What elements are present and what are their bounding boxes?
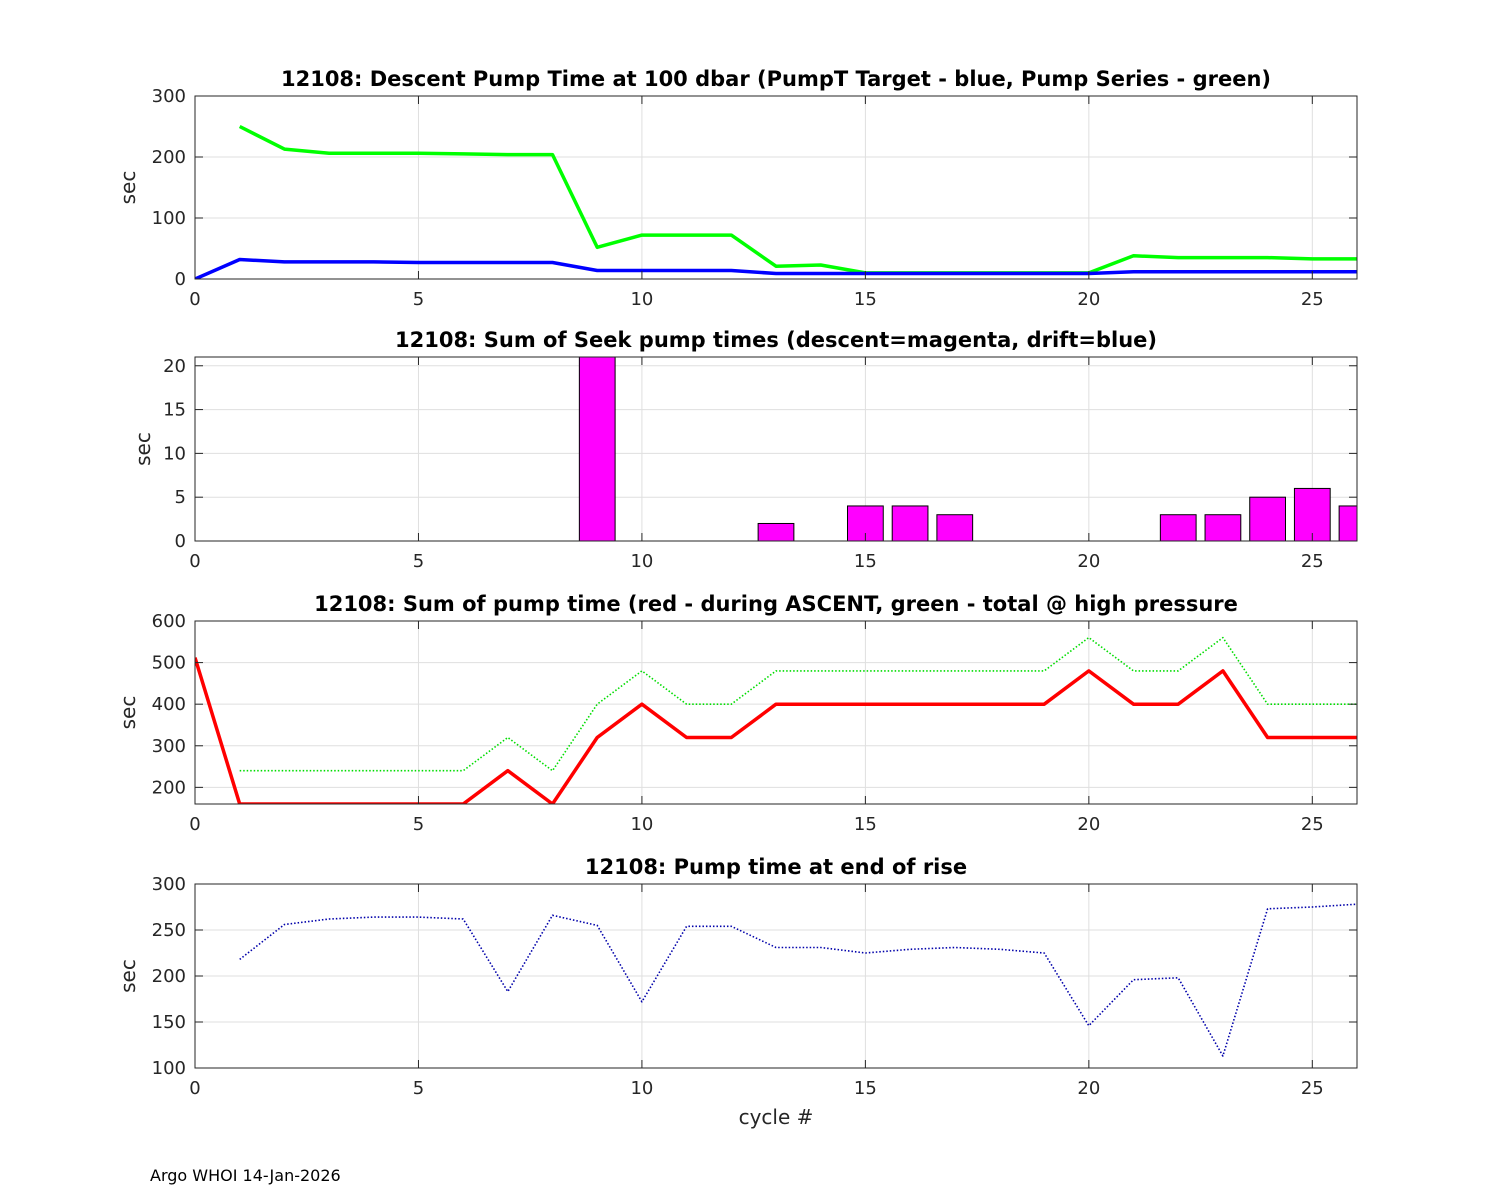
x-tick-label: 25 <box>1301 814 1324 835</box>
x-tick-label: 20 <box>1077 551 1100 572</box>
bar-cycle-22 <box>1159 514 1197 541</box>
axes-box <box>194 356 1358 542</box>
y-tick-label: 250 <box>152 920 186 941</box>
y-axis-label: sec <box>116 171 140 205</box>
footer-text: Argo WHOI 14-Jan-2026 <box>150 1166 341 1185</box>
y-tick-label: 15 <box>163 400 186 421</box>
x-tick-label: 10 <box>630 1078 653 1099</box>
y-tick-label: 150 <box>152 1012 186 1033</box>
x-tick-label: 25 <box>1301 1078 1324 1099</box>
y-tick-label: 5 <box>175 487 186 508</box>
y-tick-label: 0 <box>175 531 186 552</box>
plot-area <box>195 636 1357 804</box>
chart-panel-4: 0 5 10 15 20 25 100 150 200 250 300 12108: Pump tim… <box>116 855 1358 1129</box>
y-tick-label: 300 <box>152 874 186 895</box>
series-line-2 <box>195 257 1357 279</box>
y-tick-label: 400 <box>152 694 186 715</box>
y-axis-label: sec <box>131 432 155 466</box>
chart-panel-2: 0 5 10 15 20 25 0 5 10 15 20 12108: Sum of Seek pum… <box>131 328 1358 572</box>
y-tick-label: 100 <box>152 208 186 229</box>
chart-panel-1: 0 5 10 15 20 25 0 100 200 300 12108: Descent Pump … <box>116 67 1358 310</box>
bar-cycle-17 <box>936 514 974 541</box>
x-tick-label: 5 <box>413 289 424 310</box>
y-tick-label: 10 <box>163 443 186 464</box>
y-tick-label: 200 <box>152 147 186 168</box>
x-tick-label: 10 <box>630 551 653 572</box>
y-tick-label: 20 <box>163 356 186 377</box>
series-line-2 <box>195 657 1357 804</box>
y-axis-label: sec <box>116 959 140 993</box>
x-tick-label: 0 <box>189 289 200 310</box>
x-tick-label: 15 <box>854 1078 877 1099</box>
bar-cycle-16 <box>891 505 929 541</box>
y-tick-label: 500 <box>152 653 186 674</box>
series-line-1 <box>239 636 1357 772</box>
x-tick-label: 20 <box>1077 1078 1100 1099</box>
bar-cycle-25 <box>1293 487 1331 541</box>
axes-box <box>194 95 1358 280</box>
y-tick-label: 600 <box>152 611 186 632</box>
x-tick-label: 0 <box>189 1078 200 1099</box>
axes-box <box>194 620 1358 805</box>
y-tick-label: 300 <box>152 736 186 757</box>
x-tick-label: 15 <box>854 551 877 572</box>
plot-area <box>195 124 1357 279</box>
chart-title: 12108: Pump time at end of rise <box>585 855 967 879</box>
x-tick-label: 5 <box>413 814 424 835</box>
x-tick-label: 15 <box>854 289 877 310</box>
y-tick-label: 300 <box>152 86 186 107</box>
y-tick-label: 100 <box>152 1058 186 1079</box>
x-tick-label: 5 <box>413 551 424 572</box>
y-tick-label: 200 <box>152 966 186 987</box>
plot-area <box>578 357 1357 541</box>
x-tick-label: 10 <box>630 289 653 310</box>
y-axis-label: sec <box>116 696 140 730</box>
y-tick-label: 0 <box>175 269 186 290</box>
bar-cycle-23 <box>1204 514 1242 541</box>
x-tick-label: 20 <box>1077 289 1100 310</box>
chart-title: 12108: Sum of Seek pump times (descent=m… <box>395 328 1157 352</box>
bar-cycle-9 <box>578 357 616 541</box>
y-tick-label: 200 <box>152 777 186 798</box>
x-axis-label: cycle # <box>739 1105 814 1129</box>
x-tick-label: 10 <box>630 814 653 835</box>
series-line-1 <box>238 124 1357 275</box>
x-tick-label: 25 <box>1301 289 1324 310</box>
chart-title: 12108: Descent Pump Time at 100 dbar (Pu… <box>281 67 1271 91</box>
bar-cycle-13 <box>757 522 795 541</box>
x-tick-label: 0 <box>189 814 200 835</box>
x-tick-label: 20 <box>1077 814 1100 835</box>
bar-cycle-24 <box>1249 496 1286 541</box>
chart-title: 12108: Sum of pump time (red - during AS… <box>314 592 1238 616</box>
x-tick-label: 5 <box>413 1078 424 1099</box>
chart-panel-3: 0 5 10 15 20 25 200 300 400 500 600 12108: Sum of p… <box>116 592 1358 835</box>
x-tick-label: 0 <box>189 551 200 572</box>
x-tick-label: 25 <box>1301 551 1324 572</box>
x-tick-label: 15 <box>854 814 877 835</box>
